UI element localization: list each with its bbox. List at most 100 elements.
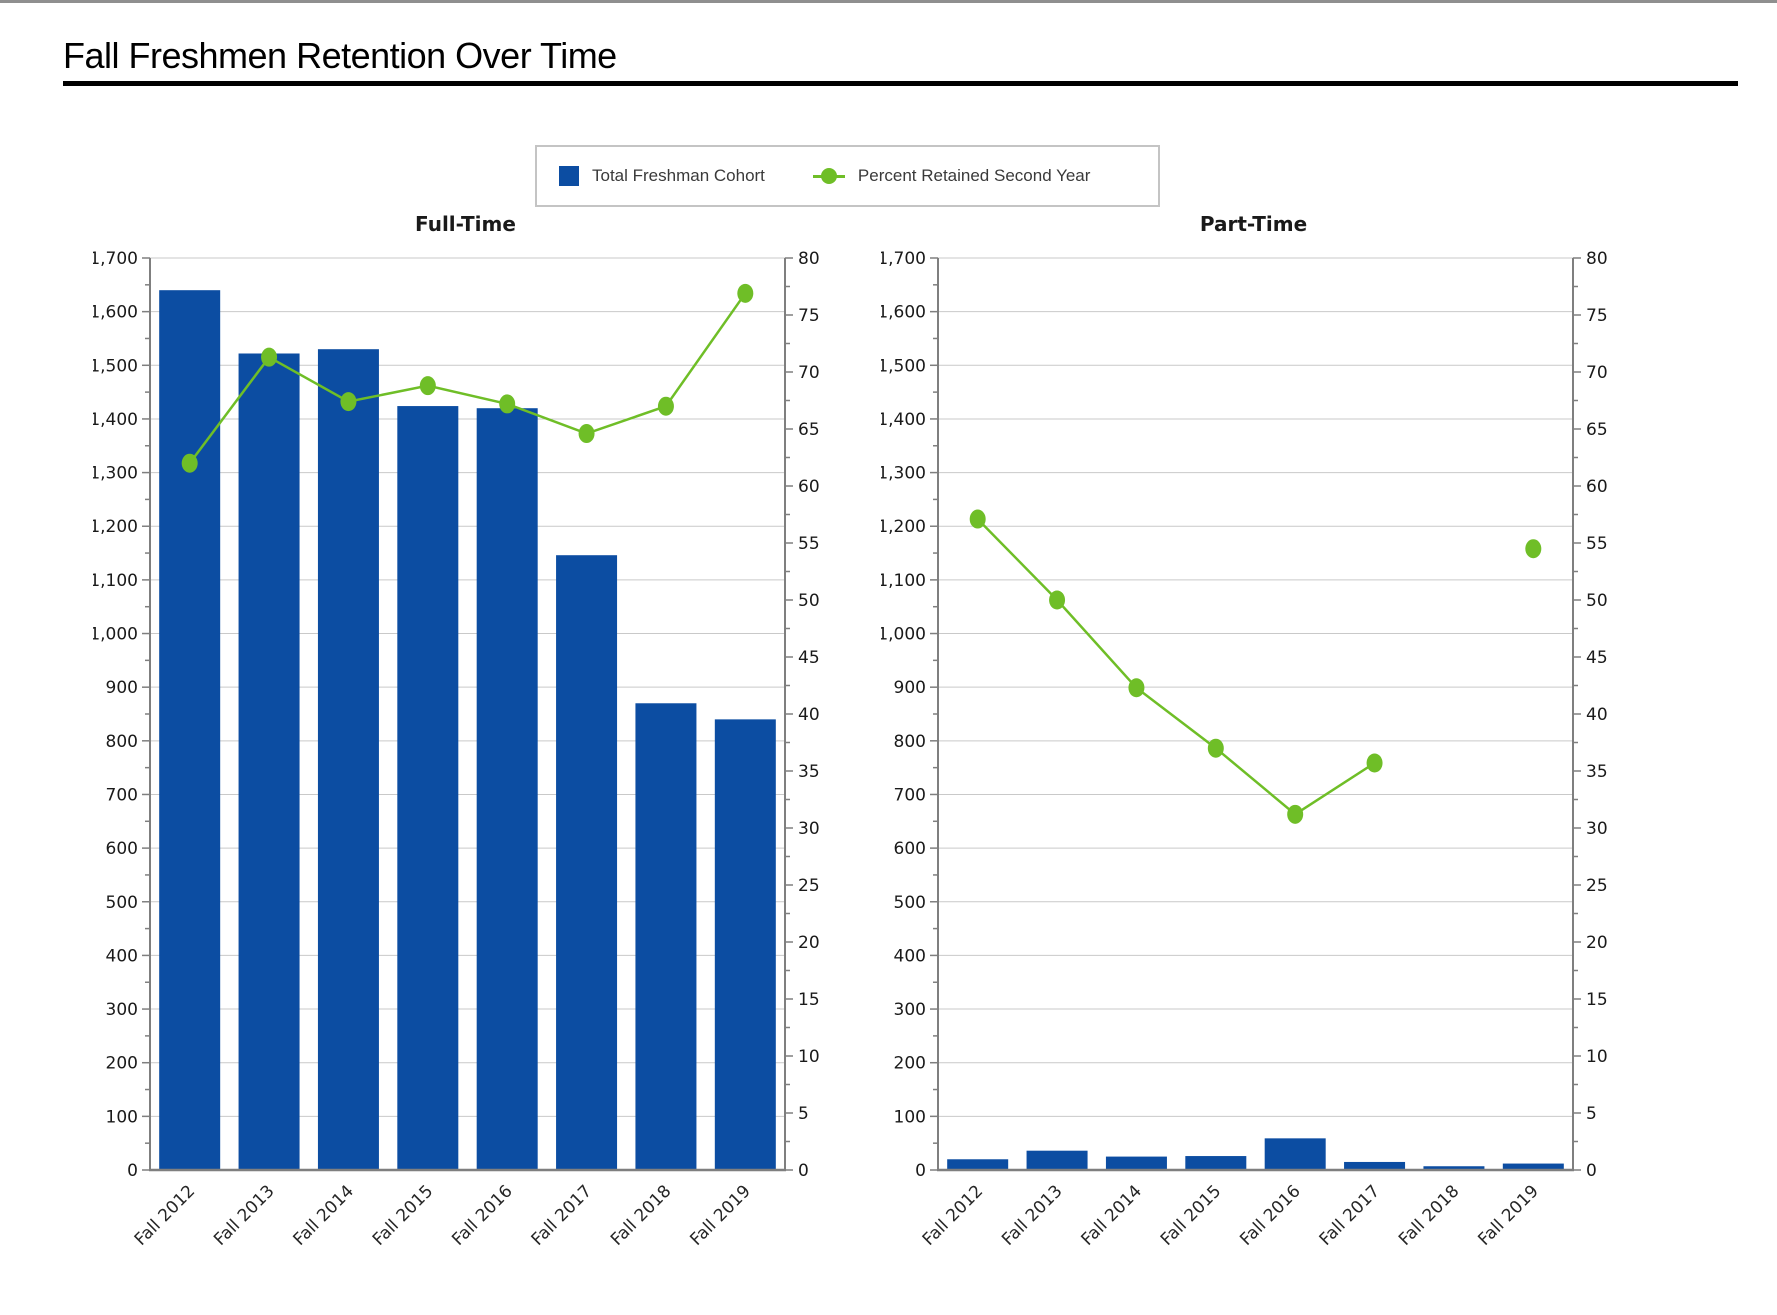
left-axis-label: 1,300 [93,464,138,484]
bar-fall-2019 [714,719,776,1170]
right-axis-label: 0 [798,1161,809,1181]
right-axis-label: 15 [1586,990,1608,1010]
retention-line [978,519,1534,814]
line-point-fall-2013 [261,347,278,367]
left-axis-label: 100 [894,1107,926,1127]
left-axis-label: 900 [894,678,926,698]
left-axis-label: 1,700 [93,249,138,269]
right-axis-label: 80 [1586,249,1608,269]
x-axis-label: Fall 2017 [528,1181,596,1249]
bar-fall-2014 [1105,1156,1167,1170]
right-axis-label: 25 [798,876,820,896]
right-axis-label: 45 [798,648,820,668]
x-axis-label: Fall 2016 [1236,1181,1304,1249]
right-axis-label: 60 [798,477,820,497]
left-axis-label: 1,000 [93,625,138,645]
x-axis-label: Fall 2018 [607,1181,675,1249]
right-axis-label: 70 [798,363,820,383]
x-axis-label: Fall 2014 [290,1181,358,1249]
right-axis-label: 65 [1586,420,1608,440]
left-axis-label: 800 [894,732,926,752]
left-axis-label: 600 [106,839,138,859]
left-axis-label: 500 [894,893,926,913]
left-axis-label: 0 [915,1161,926,1181]
right-axis-label: 10 [798,1047,820,1067]
line-point-fall-2012 [969,509,986,529]
right-axis-label: 0 [1586,1161,1597,1181]
right-axis-label: 50 [1586,591,1608,611]
right-axis-label: 70 [1586,363,1608,383]
right-axis-label: 40 [798,705,820,725]
right-axis-label: 65 [798,420,820,440]
left-axis-label: 1,700 [881,249,926,269]
left-axis-label: 1,100 [881,571,926,591]
bar-fall-2015 [1185,1156,1247,1170]
bar-fall-2018 [1423,1166,1485,1170]
left-axis-label: 1,200 [881,517,926,537]
line-point-fall-2019 [1525,539,1542,559]
line-point-fall-2014 [1128,678,1145,698]
right-axis-label: 5 [798,1104,809,1124]
full-time-chart-canvas: 01002003004005006007008009001,0001,1001,… [93,249,820,1250]
right-axis-label: 80 [798,249,820,269]
line-point-fall-2016 [499,394,516,414]
line-point-fall-2014 [340,392,357,412]
right-axis-label: 10 [1586,1047,1608,1067]
left-axis-label: 400 [106,946,138,966]
legend-label-cohort: Total Freshman Cohort [592,166,765,185]
chart-full-time: Full-Time 0 100 200 300 400 500 600 700 800 900 1,… [93,190,838,1285]
left-axis-label: 100 [106,1107,138,1127]
left-axis-label: 0 [127,1161,138,1181]
chart-part-time: Part-Time 0 100 200 300 400 500 600 700 800 900 1,… [881,190,1626,1285]
left-axis-label: 1,400 [93,410,138,430]
x-axis-label: Fall 2019 [1474,1181,1542,1249]
line-point-fall-2017 [578,424,595,444]
x-axis-label: Fall 2017 [1316,1181,1384,1249]
legend-item-percent-retained: Percent Retained Second Year [812,166,1091,186]
right-axis-label: 15 [798,990,820,1010]
legend-item-total-freshman-cohort: Total Freshman Cohort [559,166,765,186]
right-axis-label: 40 [1586,705,1608,725]
line-point-fall-2015 [419,376,436,396]
right-axis-label: 55 [798,534,820,554]
part-time-chart-canvas: 01002003004005006007008009001,0001,1001,… [881,249,1608,1250]
left-axis-label: 1,500 [93,356,138,376]
chart-title-full-time: Full-Time [415,212,516,236]
left-axis-label: 1,600 [881,303,926,323]
line-point-fall-2013 [1049,590,1066,610]
left-axis-label: 300 [106,1000,138,1020]
line-point-fall-2019 [737,283,754,303]
bar-fall-2013 [1026,1150,1088,1170]
bar-fall-2017 [556,555,618,1170]
left-axis-label: 400 [894,946,926,966]
bar-fall-2015 [397,406,459,1170]
bar-fall-2014 [317,349,379,1170]
window-top-edge [0,0,1777,3]
left-axis-label: 1,300 [881,464,926,484]
x-axis-label: Fall 2013 [210,1181,278,1249]
chart-legend: Total Freshman Cohort Percent Retained S… [535,145,1160,207]
bar-swatch-icon [559,166,579,186]
right-axis-label: 35 [798,762,820,782]
right-axis-label: 75 [1586,306,1608,326]
page-title: Fall Freshmen Retention Over Time [63,35,617,76]
left-axis-label: 500 [106,893,138,913]
bar-fall-2016 [1264,1138,1326,1170]
right-axis-label: 35 [1586,762,1608,782]
left-axis-label: 200 [106,1054,138,1074]
bar-fall-2018 [635,703,697,1170]
line-point-fall-2017 [1366,753,1383,773]
line-dot-icon [820,168,837,184]
x-axis-label: Fall 2015 [369,1181,437,1249]
left-axis-label: 700 [894,785,926,805]
line-point-fall-2015 [1207,738,1224,758]
legend-label-retained: Percent Retained Second Year [857,166,1091,185]
line-point-fall-2016 [1287,804,1304,824]
left-axis-label: 1,200 [93,517,138,537]
bar-fall-2017 [1344,1161,1406,1170]
right-axis-label: 60 [1586,477,1608,497]
line-point-fall-2012 [181,453,198,473]
x-axis-label: Fall 2012 [131,1181,199,1249]
right-axis-label: 20 [798,933,820,953]
x-axis-label: Fall 2016 [448,1181,516,1249]
